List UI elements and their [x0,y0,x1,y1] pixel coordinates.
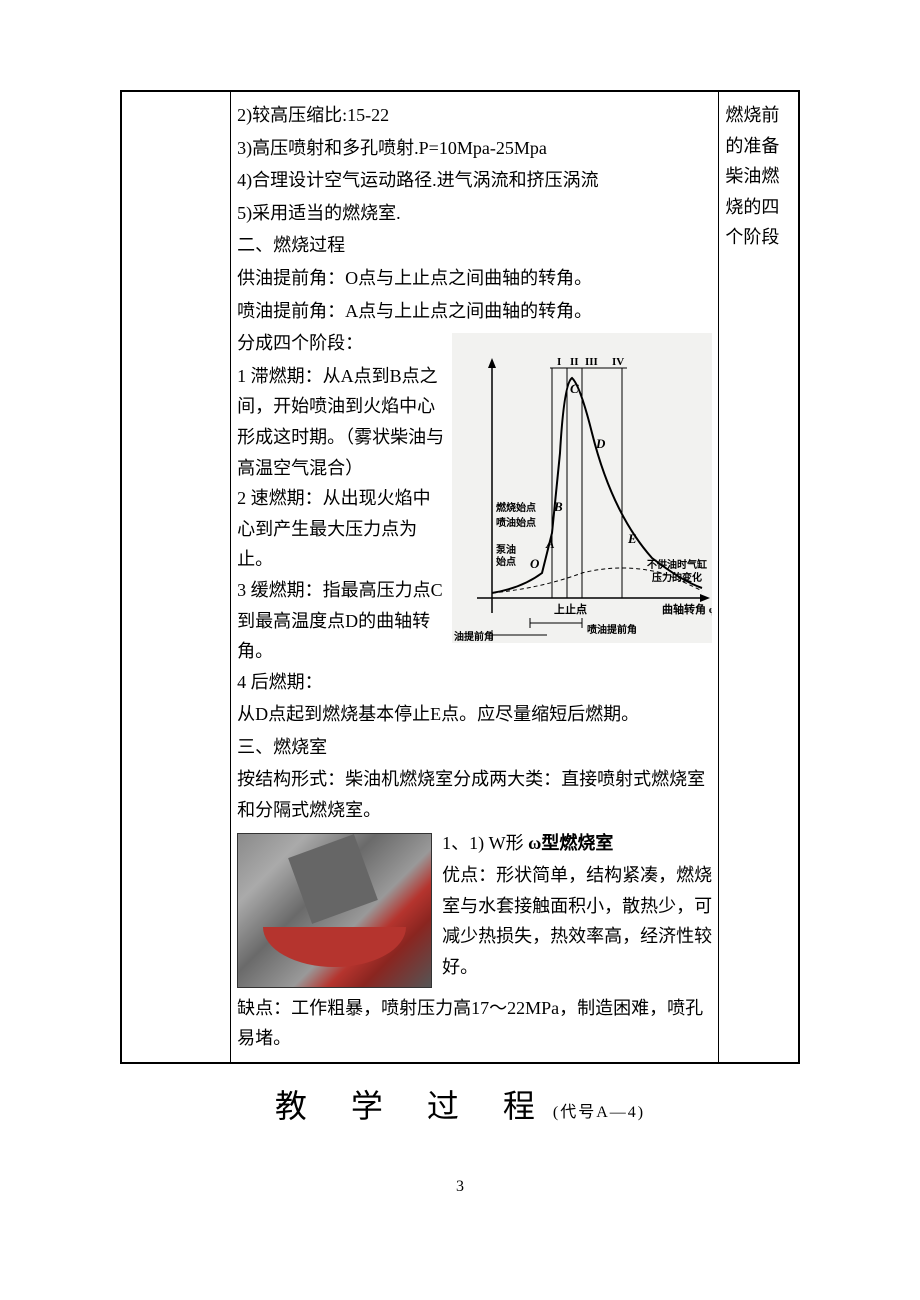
layout-table: 2)较高压缩比:15-22 3)高压喷射和多孔喷射.P=10Mpa-25Mpa … [121,91,799,1063]
page-number: 3 [0,1173,920,1200]
footer-sub: (代号A—4) [553,1104,645,1121]
chart-label: 燃烧始点 [496,501,536,514]
chart-label: 喷油始点 [496,516,536,529]
chart-label: 始点 [496,555,516,568]
chart-svg: I II III IV C D B [452,333,712,643]
point-label: A [545,536,555,551]
left-column [122,92,231,1063]
image-decor [288,834,378,924]
chart-label: 泵油 [496,543,516,556]
point-label: E [627,531,637,546]
phase-label: II [570,356,579,368]
chart-label: 不供油时气缸 [647,558,707,571]
text-line: 喷油提前角：A点与上止点之间曲轴的转角。 [237,296,712,327]
chart-label: 油提前角 [454,630,494,643]
text-line: 3)高压喷射和多孔喷射.P=10Mpa-25Mpa [237,133,712,164]
section-heading: 三、燃烧室 [237,732,712,763]
point-label: D [595,436,606,451]
chart-label: 压力的变化 [652,571,702,584]
chart-label: 曲轴转角 φ [662,602,712,616]
chamber-wrap: 1、1) W形 ω型燃烧室 优点：形状简单，结构紧凑，燃烧室与水套接触面积小，散… [237,828,712,993]
phase-label: IV [612,356,624,368]
chart-label: 上止点 [554,602,587,616]
text-line: 4 后燃期： [237,667,712,698]
chart-label: 喷油提前角 [587,623,637,636]
section-heading: 二、燃烧过程 [237,230,712,261]
page-border: 2)较高压缩比:15-22 3)高压喷射和多孔喷射.P=10Mpa-25Mpa … [120,90,800,1064]
text-line: 按结构形式：柴油机燃烧室分成两大类：直接喷射式燃烧室和分隔式燃烧室。 [237,764,712,825]
phase-label: I [557,356,561,368]
text-line: 从D点起到燃烧基本停止E点。应尽量缩短后燃期。 [237,699,712,730]
text-line: 供油提前角：O点与上止点之间曲轴的转角。 [237,263,712,294]
point-label: B [553,499,563,514]
chamber-disadvantage: 缺点：工作粗暴，喷射压力高17～22MPa，制造困难，喷孔易堵。 [237,993,712,1054]
image-decor [263,927,406,967]
sidebar-text: 燃烧前的准备柴油燃烧的四个阶段 [725,100,792,253]
omega-chamber-image [237,833,432,988]
point-label: O [530,556,540,571]
footer-heading: 教 学 过 程(代号A—4) [0,1079,920,1133]
chamber-title-prefix: 1、1) W形 [442,833,528,853]
footer-title-text: 教 学 过 程 [275,1088,553,1124]
phase-label: III [585,356,598,368]
combustion-chart: I II III IV C D B [452,333,712,643]
text-line: 5)采用适当的燃烧室. [237,198,712,229]
chamber-title-bold: ω型燃烧室 [528,833,613,853]
point-label: C [570,381,579,396]
stages-wrap: I II III IV C D B [237,328,712,667]
text-line: 2)较高压缩比:15-22 [237,100,712,131]
content-column: 2)较高压缩比:15-22 3)高压喷射和多孔喷射.P=10Mpa-25Mpa … [231,92,719,1063]
sidebar-column: 燃烧前的准备柴油燃烧的四个阶段 [719,92,799,1063]
text-line: 4)合理设计空气运动路径.进气涡流和挤压涡流 [237,165,712,196]
